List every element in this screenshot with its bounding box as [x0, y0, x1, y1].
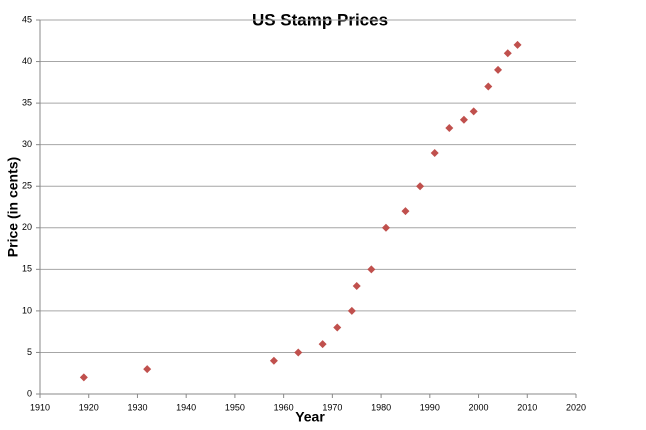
point	[401, 207, 410, 216]
point	[430, 148, 439, 157]
x-axis-label: Year	[295, 409, 325, 425]
x-tick-label: 1980	[371, 402, 391, 412]
x-tick-label: 1930	[127, 402, 147, 412]
y-tick-label: 15	[22, 264, 32, 274]
y-tick-label: 35	[22, 97, 32, 107]
x-tick-label: 1970	[322, 402, 342, 412]
point	[416, 182, 425, 191]
point	[494, 65, 503, 74]
point	[143, 365, 152, 374]
y-tick-label: 5	[27, 347, 32, 357]
x-tick-label: 1950	[225, 402, 245, 412]
point	[459, 115, 468, 124]
x-tick-label: 1920	[79, 402, 99, 412]
x-tick-label: 2010	[517, 402, 537, 412]
point	[347, 306, 356, 315]
point	[513, 40, 522, 49]
point	[79, 373, 88, 382]
y-tick-label: 40	[22, 56, 32, 66]
x-tick-label: 1990	[420, 402, 440, 412]
point	[352, 281, 361, 290]
y-axis-label: Price (in cents)	[5, 157, 21, 257]
point	[269, 356, 278, 365]
point	[484, 82, 493, 91]
x-tick-label: 2020	[566, 402, 586, 412]
point	[318, 340, 327, 349]
point	[503, 49, 512, 58]
y-tick-label: 10	[22, 305, 32, 315]
y-tick-label: 25	[22, 181, 32, 191]
x-tick-label: 2000	[469, 402, 489, 412]
point	[294, 348, 303, 357]
y-tick-label: 20	[22, 222, 32, 232]
point	[333, 323, 342, 332]
point	[469, 107, 478, 116]
point	[367, 265, 376, 274]
x-tick-label: 1960	[274, 402, 294, 412]
point	[381, 223, 390, 232]
x-tick-label: 1910	[30, 402, 50, 412]
y-tick-label: 30	[22, 139, 32, 149]
x-tick-label: 1940	[176, 402, 196, 412]
point	[445, 124, 454, 133]
y-tick-label: 45	[22, 14, 32, 24]
y-tick-label: 0	[27, 388, 32, 398]
